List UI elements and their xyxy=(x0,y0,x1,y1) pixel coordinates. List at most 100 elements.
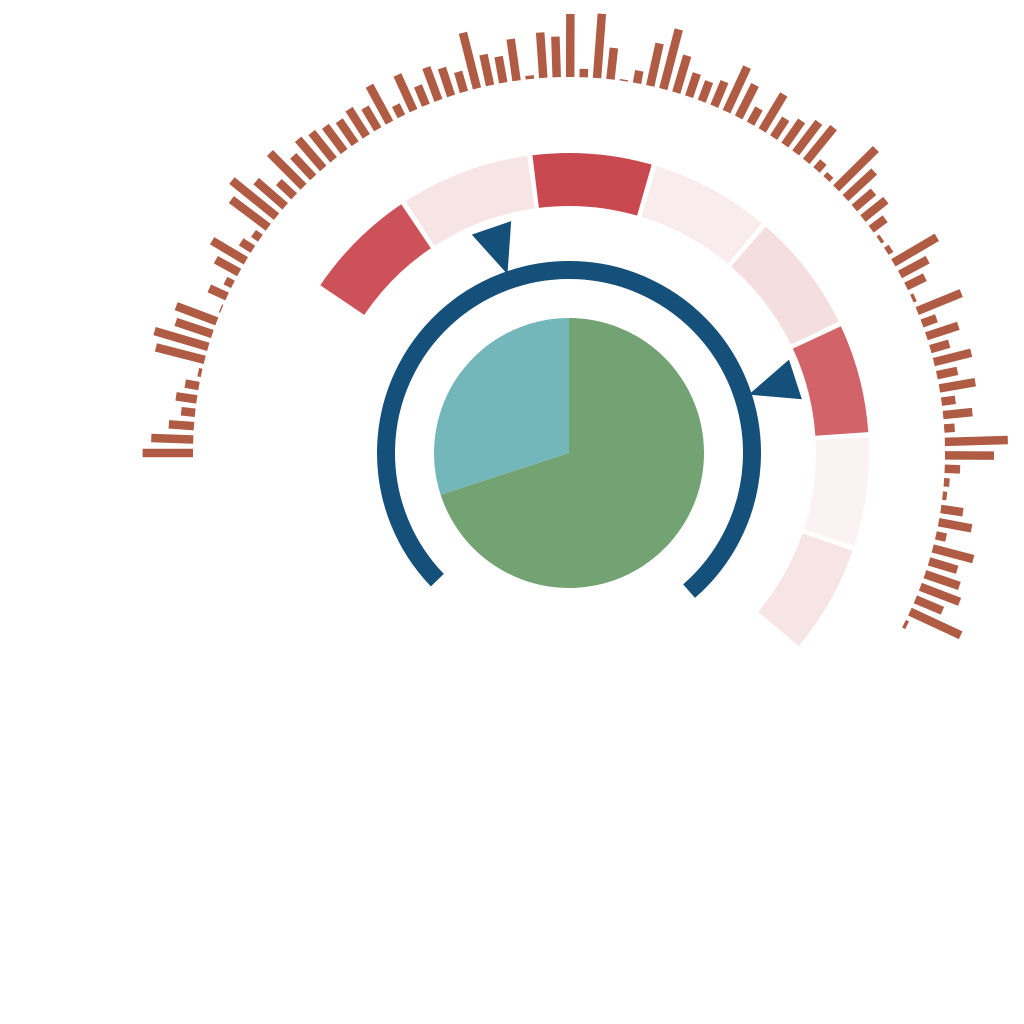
radial-bar xyxy=(938,377,977,393)
radial-bar xyxy=(294,136,327,172)
radial-bar xyxy=(929,339,951,354)
radial-bar xyxy=(458,31,482,90)
radial-bar xyxy=(758,92,788,133)
radial-bar xyxy=(920,314,938,328)
radial-bar xyxy=(454,70,469,94)
radial-bar xyxy=(251,229,263,242)
radial-heatmap-layer xyxy=(320,152,869,646)
radial-bar xyxy=(913,595,945,615)
radial-bar xyxy=(506,38,521,82)
radial-bar xyxy=(659,28,683,91)
radial-bar xyxy=(781,118,806,148)
radial-bar xyxy=(345,106,370,139)
radial-bar xyxy=(868,215,888,233)
radial-bar xyxy=(697,80,714,103)
heat-segment xyxy=(320,204,431,315)
radial-bar xyxy=(207,284,229,301)
radial-bar xyxy=(479,53,495,87)
radial-bar xyxy=(393,73,418,113)
radial-bar xyxy=(168,420,195,431)
radial-bar xyxy=(154,343,206,364)
radial-bar xyxy=(392,103,406,119)
radial-bar xyxy=(229,177,280,220)
radial-bar xyxy=(228,196,271,231)
radial-bar xyxy=(494,55,508,84)
radial-bar xyxy=(884,244,894,255)
radial-bar xyxy=(266,150,307,190)
heat-segment xyxy=(758,533,853,646)
heat-segment xyxy=(792,326,869,436)
radial-bar xyxy=(672,54,692,94)
radial-bar xyxy=(174,317,214,339)
radial-bar xyxy=(180,407,196,417)
radial-bar xyxy=(223,276,235,289)
radial-bar xyxy=(931,544,975,564)
radial-bar xyxy=(813,159,827,173)
radial-bar xyxy=(290,152,317,181)
radial-bar xyxy=(321,123,348,155)
radial-bar xyxy=(209,237,249,265)
radial-bar xyxy=(151,433,194,444)
radial-bar xyxy=(734,83,759,120)
heat-segment xyxy=(803,437,869,546)
radial-bar xyxy=(174,302,219,326)
radial-bar xyxy=(308,129,337,163)
radial-bar xyxy=(746,106,763,126)
radial-bar xyxy=(361,105,382,132)
radial-bar xyxy=(860,196,889,222)
radial-bar xyxy=(535,32,548,79)
radial-bar xyxy=(944,435,1008,447)
radial-bar xyxy=(927,557,959,574)
radial-bar xyxy=(792,119,823,156)
heat-segment xyxy=(641,166,762,264)
radial-bar xyxy=(685,72,701,99)
radial-bar xyxy=(915,289,963,315)
radial-bar xyxy=(213,255,242,277)
radial-bar xyxy=(335,118,359,147)
radial-bar xyxy=(197,368,203,378)
radial-bar xyxy=(891,233,939,267)
radial-bar xyxy=(940,395,956,406)
gauge-pointer xyxy=(471,221,512,275)
radial-bar xyxy=(935,366,959,380)
radial-bar xyxy=(910,293,917,303)
heat-segment xyxy=(532,152,652,216)
radial-bar xyxy=(833,145,879,192)
gauge-pointer xyxy=(748,359,802,400)
radial-bar xyxy=(937,518,973,533)
radial-bar xyxy=(722,65,751,114)
radial-bar xyxy=(908,607,963,640)
heat-segment xyxy=(405,155,535,246)
radial-bar xyxy=(932,348,973,367)
pie-layer xyxy=(433,318,704,588)
radial-bar xyxy=(934,531,948,542)
radial-bar-layer xyxy=(142,13,1008,640)
radial-bar xyxy=(632,70,644,84)
radial-bar xyxy=(876,234,885,244)
radial-bar xyxy=(153,326,210,351)
pie-slice xyxy=(440,318,704,588)
radial-bar xyxy=(923,570,961,590)
radial-bar xyxy=(942,407,973,420)
pie-slice xyxy=(433,318,569,495)
heat-segment xyxy=(731,226,839,345)
radial-bar xyxy=(842,168,878,202)
radial-gauge-layer xyxy=(377,221,802,598)
radial-bar xyxy=(925,321,960,341)
radial-bar xyxy=(365,83,394,125)
radial-bar xyxy=(902,619,910,630)
radial-bar xyxy=(770,116,790,140)
radial-bar xyxy=(422,66,443,102)
radial-bar xyxy=(918,582,962,606)
radial-bar xyxy=(437,66,456,98)
radial-bar xyxy=(943,423,955,433)
gauge-arc xyxy=(377,261,761,598)
radial-bar xyxy=(184,379,200,391)
radial-bar xyxy=(551,36,561,78)
radial-bar xyxy=(414,84,430,107)
radial-bar xyxy=(944,464,961,474)
radial-bar xyxy=(802,124,837,164)
radial-bar xyxy=(904,273,927,291)
